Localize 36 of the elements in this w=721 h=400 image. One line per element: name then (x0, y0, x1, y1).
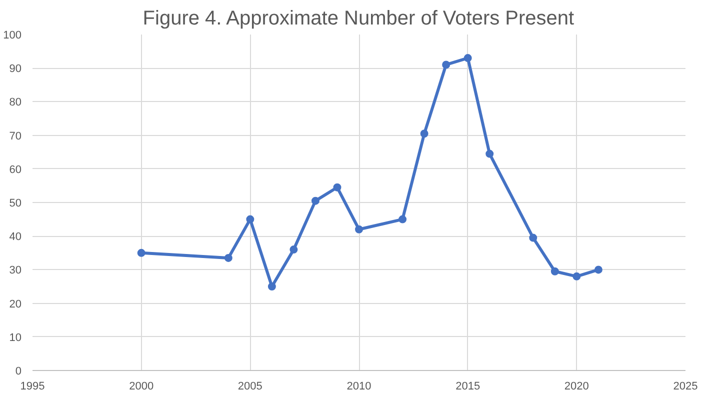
x-tick-label: 2005 (238, 380, 262, 392)
y-tick-label: 50 (9, 198, 22, 210)
point (290, 246, 298, 254)
point (572, 272, 581, 280)
y-tick-label: 100 (3, 30, 22, 42)
point (594, 266, 602, 274)
point (311, 196, 320, 205)
point (246, 215, 254, 224)
y-tick-label: 40 (9, 231, 22, 244)
x-tick-label: 2000 (129, 380, 154, 392)
y-tick-label: 60 (9, 164, 22, 176)
y-tick-label: 70 (9, 130, 22, 142)
point (464, 54, 472, 62)
point (398, 215, 407, 224)
point (268, 282, 276, 290)
x-tick-label: 2015 (456, 380, 480, 392)
point (333, 183, 342, 192)
x-tick-label: 2020 (564, 380, 589, 392)
y-tick-label: 90 (9, 63, 22, 76)
y-tick-label: 30 (9, 264, 22, 277)
point (137, 248, 146, 257)
y-tick-label: 20 (9, 298, 22, 310)
y-tick-label: 80 (9, 96, 22, 109)
point (420, 130, 428, 138)
chart-title: Figure 4. Approximate Number of Voters Present (142, 8, 575, 30)
x-tick-label: 1995 (20, 380, 45, 392)
point (550, 267, 559, 276)
point (529, 234, 538, 242)
x-tick-label: 2025 (673, 380, 698, 392)
x-tick-label: 2010 (346, 380, 372, 392)
point (355, 225, 363, 234)
point (486, 150, 494, 158)
y-tick-label: 10 (9, 332, 22, 344)
point (224, 254, 232, 262)
y-tick-label: 0 (15, 366, 22, 378)
point (442, 60, 450, 69)
